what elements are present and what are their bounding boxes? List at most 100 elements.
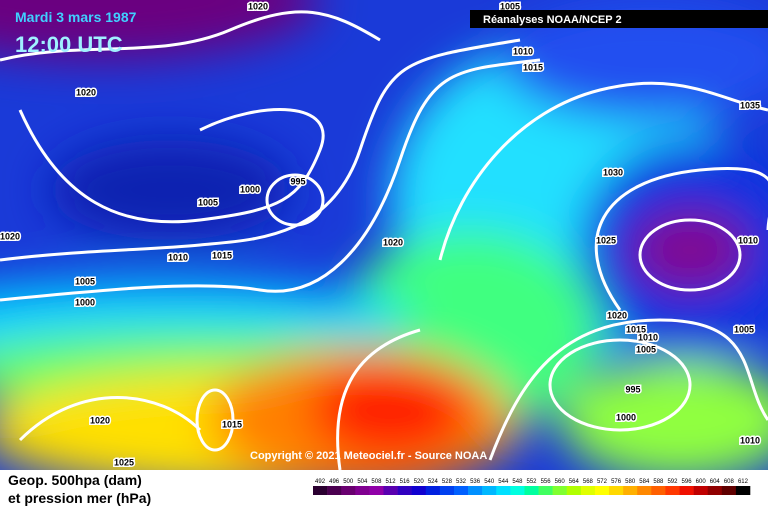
isobar-label: 1025 — [114, 457, 134, 467]
scale-label: 536 — [470, 479, 481, 485]
isobar-label: 1005 — [75, 276, 95, 286]
scale-cell — [425, 486, 441, 495]
isobar-label: 1030 — [603, 167, 623, 177]
isobar-labels: 1020 100510101015102010351030995100010051… — [0, 0, 762, 469]
scale-cell — [510, 486, 525, 495]
scale-cell — [524, 486, 539, 495]
isobar-label: 1005 — [500, 1, 520, 11]
caption-line: et pression mer (hPa) — [8, 490, 151, 506]
scale-cell — [721, 486, 737, 495]
isobar-label: 1000 — [616, 412, 636, 422]
scale-cell — [707, 486, 723, 495]
isobar-label: 1010 — [738, 235, 758, 245]
scale-label: 492 — [315, 479, 326, 485]
scale-label: 596 — [682, 479, 693, 485]
scale-label: 524 — [428, 479, 439, 485]
copyright: Copyright © 2021 Meteociel.fr - Source N… — [250, 450, 487, 462]
scale-cell — [552, 486, 568, 495]
scale-cell — [397, 486, 412, 495]
isobar-label: 1010 — [513, 46, 533, 56]
scale-cell — [355, 486, 370, 495]
isobar-label: 1005 — [198, 197, 218, 207]
scale-label: 592 — [667, 479, 678, 485]
scale-cell — [594, 486, 610, 495]
scale-label: 568 — [583, 479, 594, 485]
color-scale: 492 496 500 504 508 512 516 520 524 528 532 536 540 5… — [313, 479, 751, 495]
isobar-label: 1005 — [734, 324, 754, 334]
scale-label: 600 — [696, 479, 707, 485]
scale-label: 548 — [512, 479, 523, 485]
source: Réanalyses NOAA/NCEP 2 — [483, 14, 622, 26]
scale-cell — [580, 486, 596, 495]
scale-cell — [383, 486, 398, 495]
isobar-label: 1020 — [0, 231, 20, 241]
scale-label: 588 — [653, 479, 664, 485]
isobar-label: 1000 — [75, 297, 95, 307]
scale-label: 532 — [456, 479, 467, 485]
scale-cell — [566, 486, 582, 495]
scale-cell — [637, 486, 652, 495]
isobar-label: 1010 — [740, 435, 760, 445]
scale-cell — [313, 486, 328, 495]
scale-label: 496 — [329, 479, 340, 485]
scale-cell — [341, 486, 356, 495]
isobar-label: 1005 — [636, 344, 656, 354]
isobar-label: 1020 — [76, 87, 96, 97]
isobar-label: 1020 — [607, 310, 627, 320]
date: Mardi 3 mars 1987 — [15, 9, 137, 25]
scale-cell — [369, 486, 384, 495]
isobar-label: 995 — [625, 384, 640, 394]
scale-cell — [623, 486, 638, 495]
caption-line: Geop. 500hpa (dam) — [8, 472, 142, 488]
scale-cell — [496, 486, 511, 495]
isobar-label: 1025 — [596, 235, 616, 245]
scale-label: 560 — [555, 479, 566, 485]
scale-label: 556 — [541, 479, 552, 485]
isobar-label: 1010 — [638, 332, 658, 342]
time: 12:00 UTC — [15, 32, 123, 57]
isobar-label: 1010 — [168, 252, 188, 262]
isobar-label: 1015 — [212, 250, 232, 260]
scale-label: 520 — [414, 479, 425, 485]
isobar-label: 1020 — [248, 1, 268, 11]
scale-cell — [327, 486, 342, 495]
isobar-label: 1020 — [383, 237, 403, 247]
scale-label: 608 — [724, 479, 735, 485]
scale-label: 516 — [400, 479, 411, 485]
scale-label: 576 — [611, 479, 622, 485]
scale-cell — [468, 486, 483, 495]
scale-label: 528 — [442, 479, 453, 485]
scale-label: 544 — [498, 479, 509, 485]
scale-label: 604 — [710, 479, 721, 485]
scale-label: 572 — [597, 479, 608, 485]
isobars — [0, 10, 768, 470]
scale-cell — [453, 486, 469, 495]
scale-cell — [735, 486, 751, 495]
scale-cell — [665, 486, 680, 495]
scale-cell — [679, 486, 694, 495]
isobar-label: 995 — [290, 176, 305, 186]
scale-label: 540 — [484, 479, 495, 485]
isobar-label: 1015 — [626, 324, 646, 334]
geopotential-field: 1020 100510101015102010351030995100010051… — [0, 0, 768, 470]
isobar-label: 1035 — [740, 100, 760, 110]
scale-cell — [411, 486, 427, 495]
scale-cell — [609, 486, 624, 495]
scale-label: 512 — [386, 479, 397, 485]
isobar-label: 1000 — [240, 184, 260, 194]
scale-label: 552 — [526, 479, 537, 485]
scale-label: 504 — [357, 479, 368, 485]
scale-label: 612 — [738, 479, 749, 485]
scale-cell — [482, 486, 497, 495]
isobar-label: 1015 — [222, 419, 242, 429]
scale-cell — [651, 486, 666, 495]
scale-label: 500 — [343, 479, 354, 485]
scale-label: 508 — [371, 479, 382, 485]
source-box — [470, 10, 768, 28]
scale-cell — [693, 486, 709, 495]
isobar-label: 1015 — [523, 62, 543, 72]
scale-label: 584 — [639, 479, 650, 485]
scale-cell — [439, 486, 455, 495]
isobar-label: 1020 — [90, 415, 110, 425]
